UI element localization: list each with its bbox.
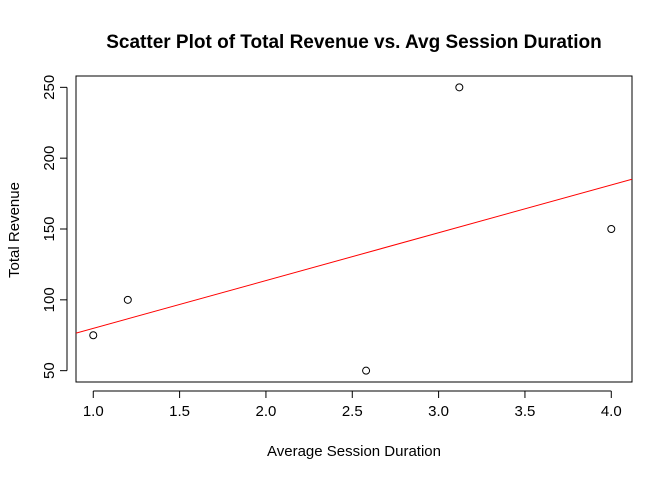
x-tick-label: 3.0 [428, 403, 449, 420]
data-point [455, 83, 464, 92]
regression-line [76, 178, 632, 334]
y-tick-label: 200 [41, 146, 58, 171]
y-tick-label: 250 [41, 75, 58, 100]
data-point [89, 331, 98, 340]
y-tick-label: 100 [41, 287, 58, 312]
chart-title: Scatter Plot of Total Revenue vs. Avg Se… [106, 32, 602, 53]
plot-layer: 1.0 1.5 2.0 2.5 3.0 3.5 4.0 50 100 150 200 250 [41, 75, 633, 420]
plot-frame [75, 75, 633, 383]
x-tick-label: 2.5 [342, 403, 363, 420]
y-tick-label: 50 [41, 362, 58, 379]
x-tick-label: 1.5 [169, 403, 190, 420]
x-tick-label: 3.5 [515, 403, 536, 420]
y-tick-label: 150 [41, 216, 58, 241]
data-point [362, 366, 371, 375]
data-point [123, 295, 132, 304]
x-tick-label: 1.0 [83, 403, 104, 420]
y-axis-label: Total Revenue [6, 182, 23, 278]
x-axis-label: Average Session Duration [267, 443, 441, 460]
x-tick-label: 4.0 [601, 403, 622, 420]
x-tick-label: 2.0 [256, 403, 277, 420]
data-point [607, 225, 616, 233]
